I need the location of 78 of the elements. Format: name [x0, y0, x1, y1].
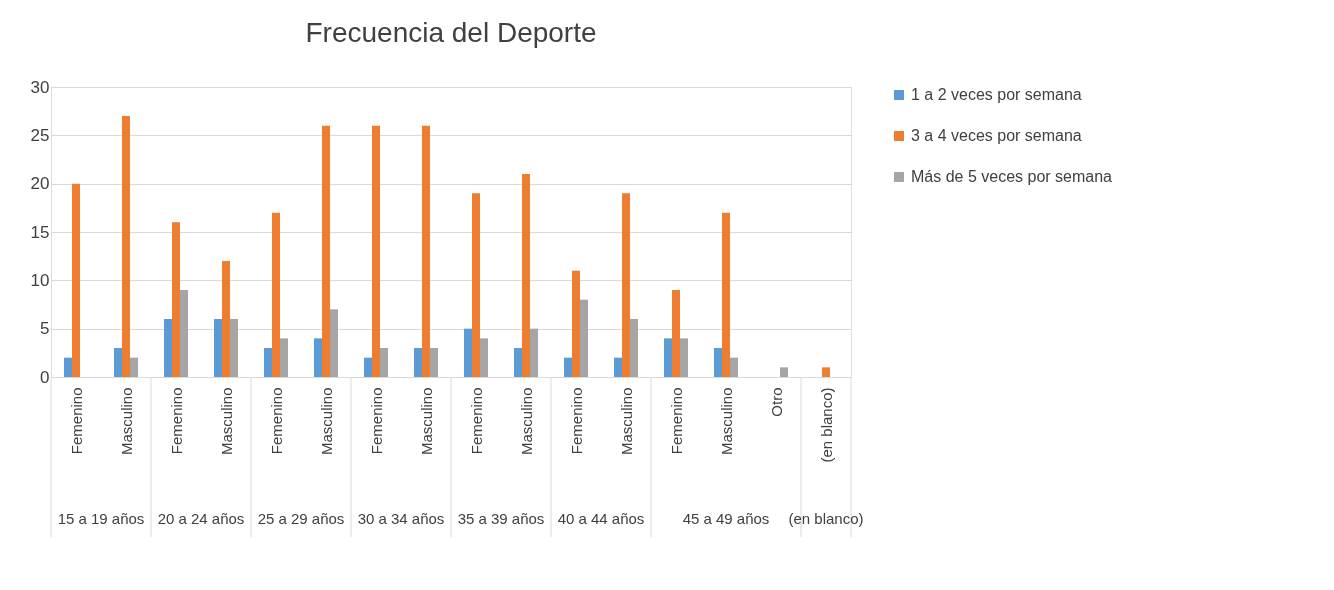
text: 35 a 39 años — [457, 510, 545, 527]
x-tick-label: Masculino — [317, 387, 335, 456]
y-tick-label: 15 — [30, 222, 50, 242]
x-tick-label: Masculino — [717, 387, 735, 456]
text: 30 a 34 años — [357, 510, 445, 527]
y-tick-label: 25 — [30, 125, 50, 145]
bar — [530, 328, 538, 377]
bar — [430, 348, 438, 377]
bar — [380, 348, 388, 377]
bar — [714, 348, 722, 377]
bar — [222, 261, 230, 377]
bar — [64, 357, 72, 377]
text: (en blanco) — [788, 510, 864, 527]
bar — [180, 290, 188, 377]
bar — [122, 116, 130, 377]
bar — [572, 270, 580, 377]
bar — [280, 338, 288, 377]
bar — [130, 357, 138, 377]
x-tick-label: (en blanco) — [817, 387, 835, 463]
legend-label: Más de 5 veces por semana — [911, 168, 1113, 185]
text: 45 a 49 años — [682, 510, 770, 527]
bar — [614, 357, 622, 377]
bar — [464, 328, 472, 377]
x-tick-label: Masculino — [117, 387, 135, 456]
bar — [630, 319, 638, 377]
bar — [422, 125, 430, 377]
x-tick-label: Masculino — [217, 387, 235, 456]
text: 20 a 24 años — [157, 510, 245, 527]
text: 15 a 19 años — [57, 510, 145, 527]
bar — [372, 125, 380, 377]
bar — [164, 319, 172, 377]
bar — [214, 319, 222, 377]
bar — [580, 299, 588, 377]
text: 40 a 44 años — [557, 510, 645, 527]
bar — [822, 367, 830, 377]
bar — [480, 338, 488, 377]
bar — [364, 357, 372, 377]
y-tick-label: 30 — [30, 77, 50, 97]
bar — [230, 319, 238, 377]
bar — [672, 290, 680, 377]
bar — [522, 174, 530, 377]
bar — [322, 125, 330, 377]
bar — [664, 338, 672, 377]
bar — [564, 357, 572, 377]
bar — [730, 357, 738, 377]
x-tick-label: Femenino — [467, 387, 485, 455]
x-tick-label: Femenino — [167, 387, 185, 455]
y-tick-label: 5 — [40, 319, 50, 339]
bar — [622, 193, 630, 377]
bar — [330, 309, 338, 377]
x-tick-label: Femenino — [67, 387, 85, 455]
bar — [414, 348, 422, 377]
legend-label: 3 a 4 veces por semana — [911, 127, 1082, 144]
x-tick-label: Masculino — [517, 387, 535, 456]
legend-label: 1 a 2 veces por semana — [911, 86, 1082, 103]
y-tick-label: 20 — [30, 174, 50, 194]
bar — [272, 212, 280, 377]
bar — [680, 338, 688, 377]
bar — [114, 348, 122, 377]
x-tick-label: Otro — [767, 387, 785, 417]
bar — [472, 193, 480, 377]
x-tick-label: Femenino — [567, 387, 585, 455]
bar — [172, 222, 180, 377]
y-tick-label: 0 — [40, 367, 50, 387]
x-tick-label: Femenino — [667, 387, 685, 455]
y-tick-label: 10 — [30, 270, 50, 290]
bar — [780, 367, 788, 377]
x-tick-label: Masculino — [617, 387, 635, 456]
text: 25 a 29 años — [257, 510, 345, 527]
bar — [314, 338, 322, 377]
bar — [514, 348, 522, 377]
x-tick-label: Masculino — [417, 387, 435, 456]
bar — [72, 183, 80, 377]
x-tick-label: Femenino — [267, 387, 285, 455]
bar — [264, 348, 272, 377]
chart-title: Frecuencia del Deporte — [305, 17, 597, 48]
bar — [722, 212, 730, 377]
x-tick-label: Femenino — [367, 387, 385, 455]
